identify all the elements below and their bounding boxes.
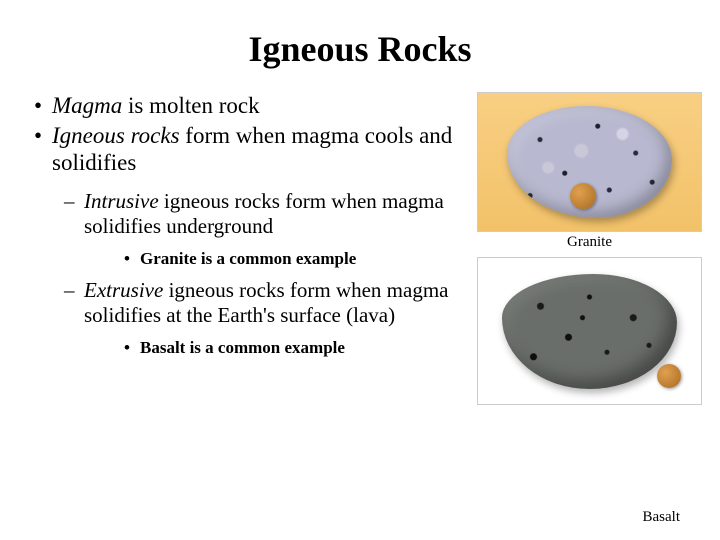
granite-example: Granite is a common example — [122, 249, 460, 269]
slide-title: Igneous Rocks — [0, 0, 720, 92]
granite-caption: Granite — [477, 234, 702, 251]
basalt-example: Basalt is a common example — [122, 338, 460, 358]
term-magma: Magma — [52, 93, 122, 118]
sub-bullet-list: Intrusive igneous rocks form when magma … — [30, 189, 460, 359]
main-bullet-list: Magma is molten rock Igneous rocks form … — [30, 92, 460, 177]
bullet-magma-text: is molten rock — [122, 93, 259, 118]
sub-sub-list-extrusive: Basalt is a common example — [84, 338, 460, 358]
sub-extrusive: Extrusive igneous rocks form when magma … — [62, 278, 460, 359]
coin-icon — [570, 183, 596, 209]
basalt-rock-shape — [502, 274, 677, 389]
coin-icon — [657, 364, 681, 388]
basalt-image — [477, 257, 702, 405]
bullet-igneous: Igneous rocks form when magma cools and … — [30, 122, 460, 177]
text-column: Magma is molten rock Igneous rocks form … — [30, 92, 460, 358]
bullet-magma: Magma is molten rock — [30, 92, 460, 120]
granite-image — [477, 92, 702, 232]
content-area: Magma is molten rock Igneous rocks form … — [0, 92, 720, 358]
image-column: Granite — [477, 92, 702, 405]
sub-sub-list-intrusive: Granite is a common example — [84, 249, 460, 269]
term-intrusive: Intrusive — [84, 189, 159, 213]
basalt-caption: Basalt — [643, 509, 681, 526]
term-extrusive: Extrusive — [84, 278, 163, 302]
sub-intrusive: Intrusive igneous rocks form when magma … — [62, 189, 460, 270]
term-igneous: Igneous rocks — [52, 123, 180, 148]
